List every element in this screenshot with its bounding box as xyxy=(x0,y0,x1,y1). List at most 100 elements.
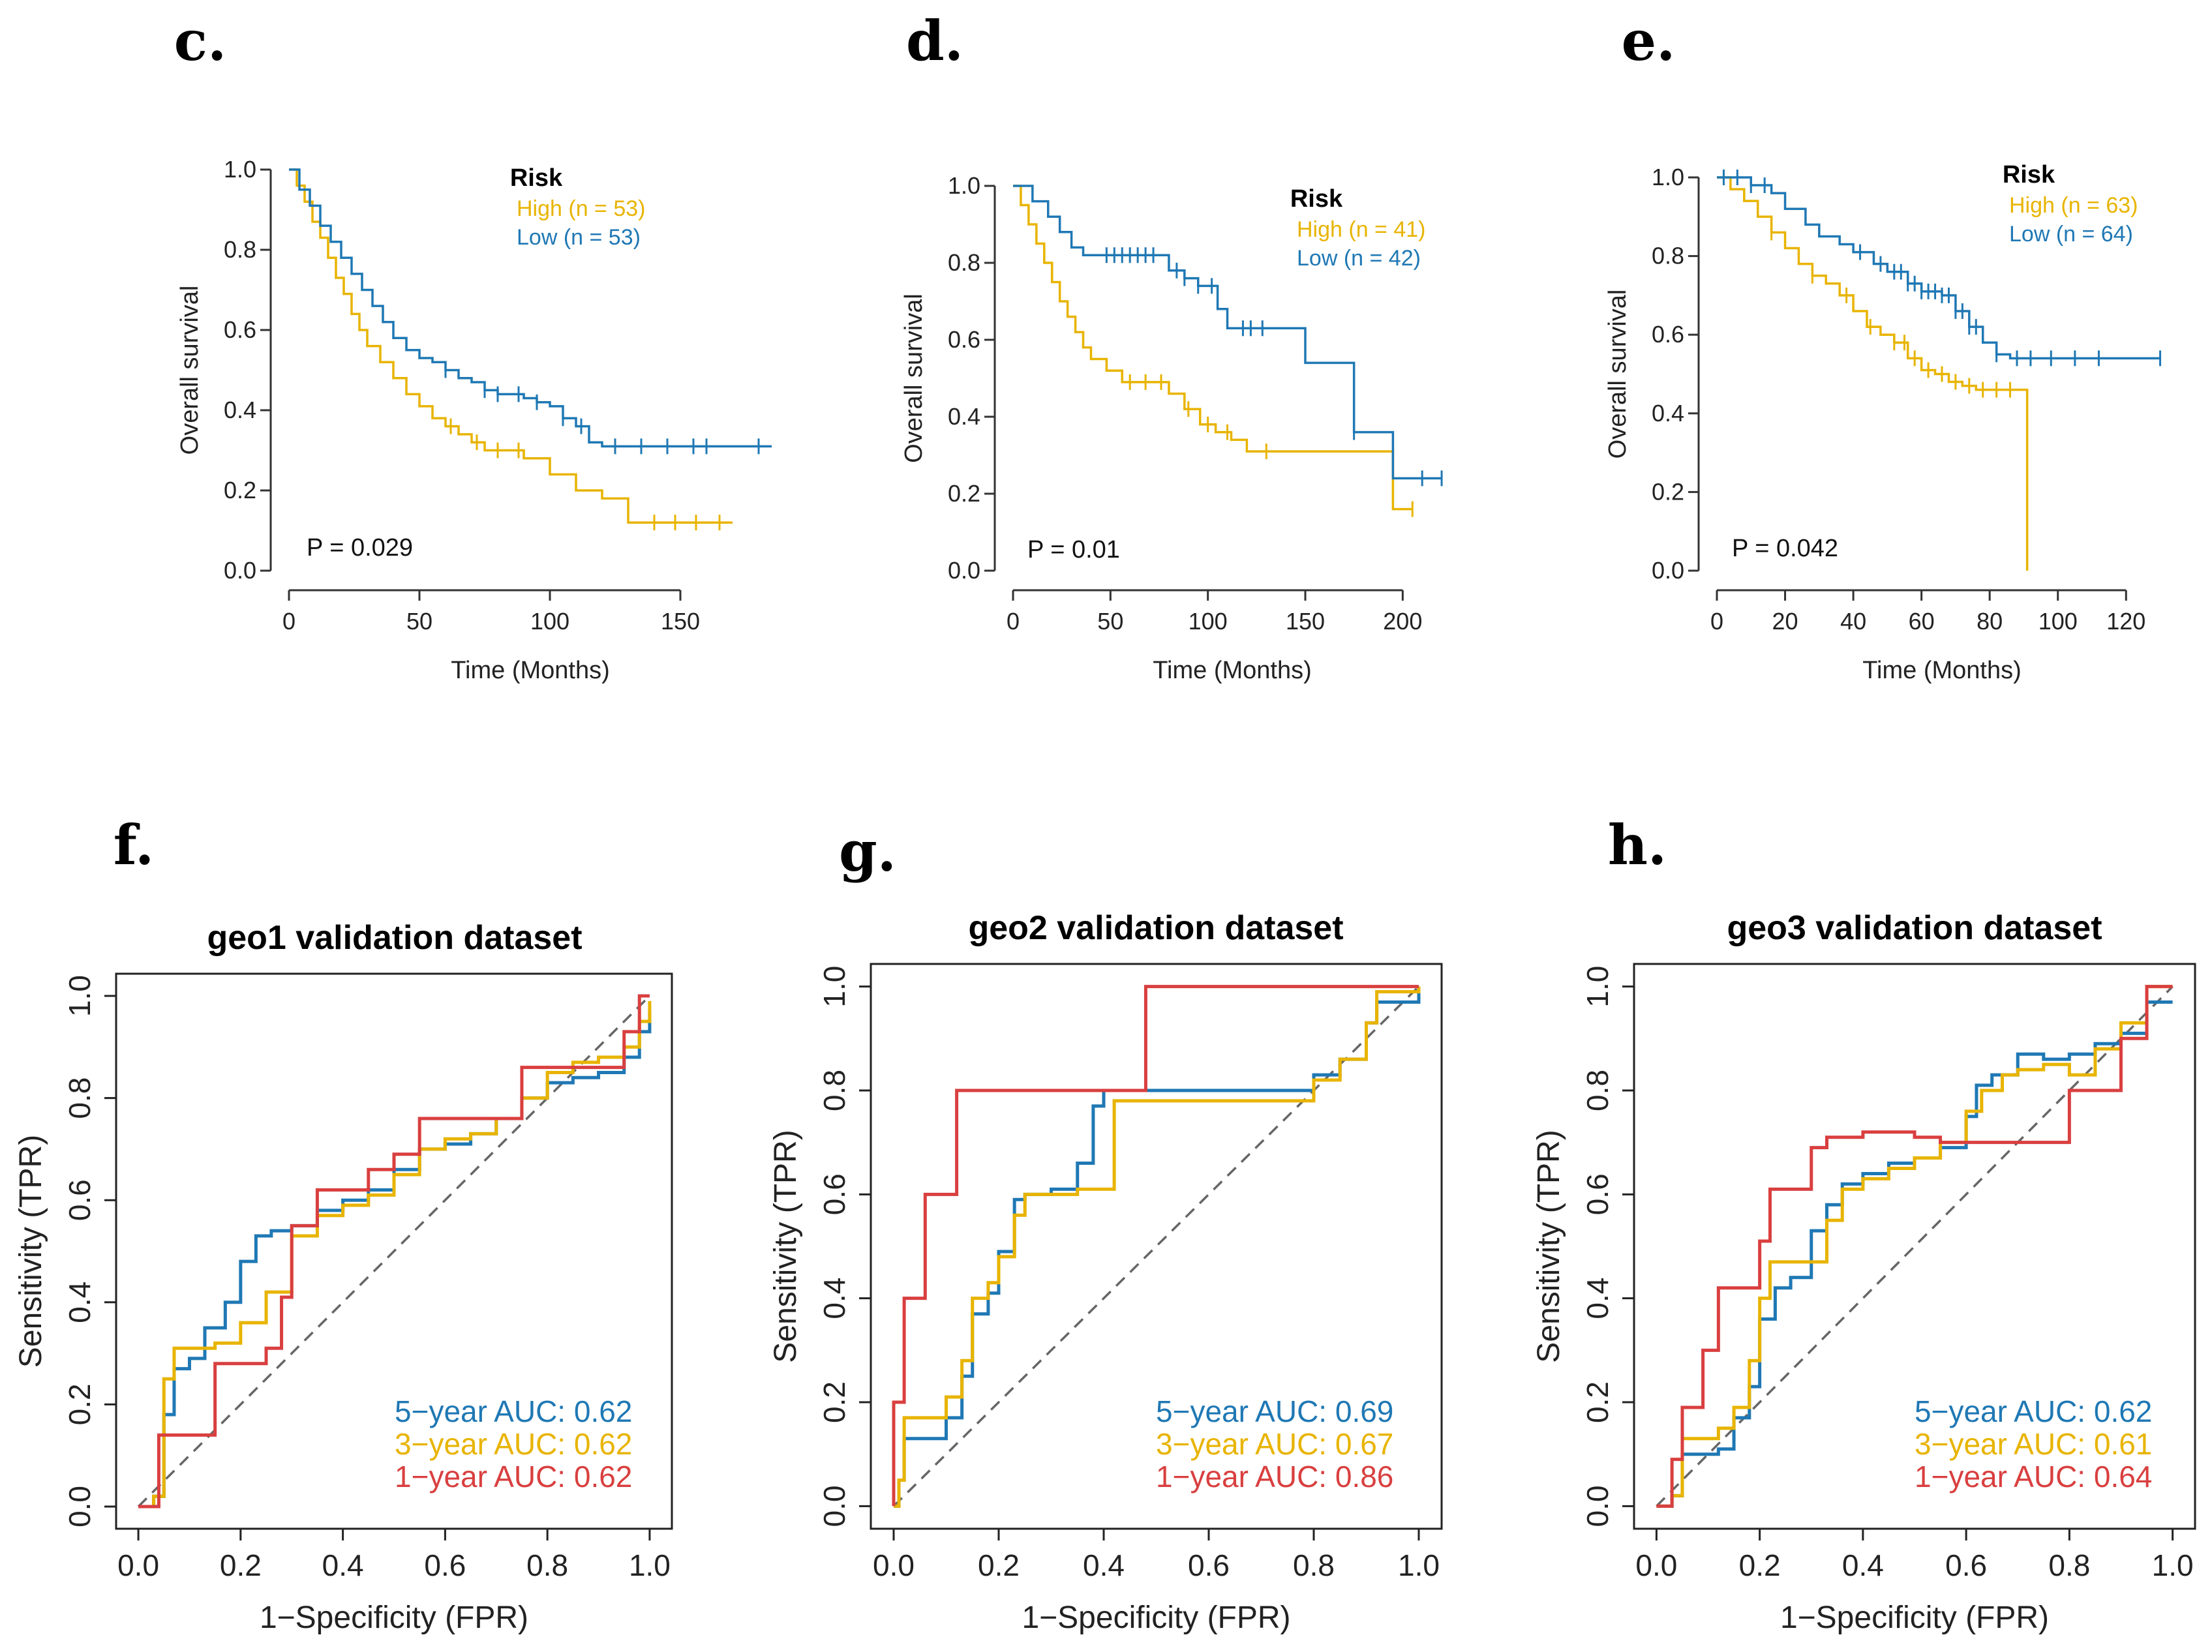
x-tick-label: 150 xyxy=(661,608,700,635)
legend-title: Risk xyxy=(1290,185,1343,213)
x-tick-label: 0.6 xyxy=(424,1548,466,1582)
x-tick-label: 100 xyxy=(530,608,569,635)
x-axis-label: Time (Months) xyxy=(1153,657,1312,684)
roc-curve-five_year xyxy=(1656,1000,2173,1508)
y-tick-label: 0.4 xyxy=(1581,1278,1614,1319)
x-tick-label: 0.4 xyxy=(1842,1548,1884,1582)
x-tick-label: 50 xyxy=(406,608,432,635)
x-tick-label: 80 xyxy=(1977,608,2003,635)
x-axis-label: Time (Months) xyxy=(451,657,610,684)
panel-letter: e. xyxy=(1622,8,1676,73)
x-tick-label: 200 xyxy=(1383,608,1422,635)
y-axis-label: Sensitivity (TPR) xyxy=(768,1130,803,1362)
y-tick-label: 0.2 xyxy=(1581,1381,1614,1423)
y-tick-label: 0.4 xyxy=(224,397,256,423)
x-tick-label: 60 xyxy=(1909,608,1935,635)
y-tick-label: 0.2 xyxy=(224,477,256,503)
x-tick-label: 0.0 xyxy=(873,1548,915,1582)
auc-legend-five_year: 5−year AUC: 0.62 xyxy=(1915,1394,2152,1428)
km-panel-d: d. 0.0 0.2 0.4 0.6 0.8 1.0 0 50 100 150 200 Time (Mo… xyxy=(900,8,1443,684)
y-tick-label: 0.4 xyxy=(948,403,980,430)
y-tick-label: 0.6 xyxy=(224,316,256,343)
plot-frame xyxy=(115,972,673,1530)
y-axis-label: Sensitivity (TPR) xyxy=(1532,1130,1566,1362)
auc-legend-one_year: 1−year AUC: 0.62 xyxy=(395,1460,632,1494)
y-tick-label: 0.6 xyxy=(1652,321,1684,348)
x-tick-label: 0.2 xyxy=(1739,1548,1781,1582)
roc-curve-one_year xyxy=(892,985,1419,1507)
y-tick-label: 0.0 xyxy=(1652,557,1684,584)
km-curve-low xyxy=(289,168,772,448)
x-tick-label: 100 xyxy=(1189,608,1228,635)
legend-title: Risk xyxy=(510,164,563,192)
y-tick-label: 0.8 xyxy=(1652,243,1684,269)
panel-letter: g. xyxy=(839,819,896,884)
x-tick-label: 0.8 xyxy=(526,1548,568,1582)
y-tick-label: 0.2 xyxy=(817,1381,851,1423)
y-tick-label: 0.2 xyxy=(1652,478,1684,505)
y-tick-label: 0.8 xyxy=(948,249,980,276)
y-tick-label: 0.6 xyxy=(1581,1173,1614,1215)
legend-entry-high: High (n = 63) xyxy=(2009,193,2138,218)
km-curve-high xyxy=(1717,176,2029,571)
reference-diagonal xyxy=(137,995,651,1508)
roc-curve-three_year xyxy=(138,1000,652,1509)
y-axis-label: Overall survival xyxy=(900,293,928,463)
auc-legend-five_year: 5−year AUC: 0.69 xyxy=(1156,1394,1393,1428)
y-tick-label: 0.0 xyxy=(948,557,980,584)
x-tick-label: 40 xyxy=(1840,608,1866,635)
chart-title: geo1 validation dataset xyxy=(207,919,582,957)
plot-frame xyxy=(870,963,1443,1530)
x-tick-label: 20 xyxy=(1772,608,1798,635)
panel-letter: c. xyxy=(174,8,226,73)
y-tick-label: 0.4 xyxy=(817,1278,851,1319)
km-panel-c: c. 0.0 0.2 0.4 0.6 0.8 1.0 0 50 100 150 Time (Month… xyxy=(174,8,772,684)
y-tick-label: 0.4 xyxy=(63,1282,97,1323)
plot-frame xyxy=(1633,963,2196,1530)
y-tick-label: 0.6 xyxy=(817,1173,851,1215)
chart-title: geo2 validation dataset xyxy=(968,909,1343,947)
y-axis-label: Overall survival xyxy=(1604,290,1631,459)
auc-legend-one_year: 1−year AUC: 0.64 xyxy=(1915,1460,2152,1494)
y-tick-label: 0.2 xyxy=(63,1383,97,1425)
y-tick-label: 0.0 xyxy=(1581,1485,1614,1527)
y-tick-label: 1.0 xyxy=(948,172,980,199)
x-tick-label: 100 xyxy=(2038,608,2078,635)
x-axis-label: 1−Specificity (FPR) xyxy=(1780,1600,2049,1635)
legend-entry-low: Low (n = 53) xyxy=(517,225,641,250)
roc-curve-three_year xyxy=(894,986,1421,1508)
p-value: P = 0.042 xyxy=(1732,535,1838,562)
panel-letter: d. xyxy=(906,8,963,73)
y-tick-label: 0.0 xyxy=(817,1485,851,1527)
y-tick-label: 0.0 xyxy=(224,557,256,584)
y-tick-label: 1.0 xyxy=(1652,164,1684,190)
roc-curve-three_year xyxy=(1656,985,2173,1508)
y-tick-label: 0.8 xyxy=(63,1077,97,1119)
x-tick-label: 0.4 xyxy=(1083,1548,1125,1582)
x-tick-label: 0.8 xyxy=(1293,1548,1335,1582)
roc-curve-one_year xyxy=(1656,985,2173,1508)
x-tick-label: 0.8 xyxy=(2048,1548,2090,1582)
y-tick-label: 0.0 xyxy=(63,1486,97,1527)
p-value: P = 0.029 xyxy=(307,534,413,562)
x-axis-label: Time (Months) xyxy=(1862,657,2022,684)
panel-letter: f. xyxy=(114,813,154,877)
reference-diagonal xyxy=(1656,985,2174,1507)
p-value: P = 0.01 xyxy=(1027,536,1120,563)
auc-legend-three_year: 3−year AUC: 0.67 xyxy=(1156,1427,1393,1461)
x-tick-label: 150 xyxy=(1286,608,1325,635)
km-curve-high xyxy=(289,168,733,524)
x-axis-label: 1−Specificity (FPR) xyxy=(260,1600,528,1635)
y-axis-label: Sensitivity (TPR) xyxy=(14,1135,48,1368)
y-tick-label: 1.0 xyxy=(224,156,256,183)
auc-legend-one_year: 1−year AUC: 0.86 xyxy=(1156,1460,1393,1494)
x-tick-label: 0.2 xyxy=(220,1548,262,1582)
legend-entry-low: Low (n = 64) xyxy=(2009,222,2133,247)
legend-entry-low: Low (n = 42) xyxy=(1297,246,1421,271)
roc-panel-f: f. geo1 validation dataset 0.0 0.0 0.2 0.2 0.4… xyxy=(14,813,673,1635)
auc-legend-five_year: 5−year AUC: 0.62 xyxy=(395,1394,632,1428)
x-tick-label: 0.0 xyxy=(1635,1548,1677,1582)
y-tick-label: 0.4 xyxy=(1652,400,1684,427)
y-axis-label: Overall survival xyxy=(176,286,204,455)
